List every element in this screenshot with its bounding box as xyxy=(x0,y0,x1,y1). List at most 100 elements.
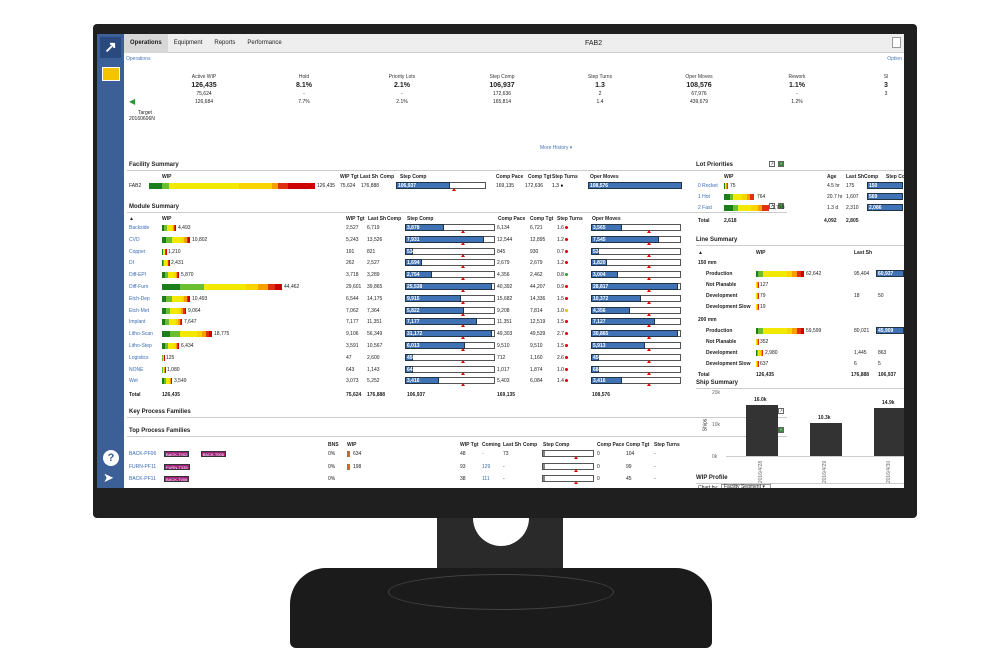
table-row[interactable]: Litho-Step 6,434 3,591 10,567 6,013 9,510 9,51… xyxy=(124,342,784,353)
module-name-link[interactable]: Litho-Scan xyxy=(129,331,153,338)
table-row[interactable]: Backside 4,493 2,527 6,719 3,878 6,134 6,721 1.… xyxy=(124,224,784,235)
chart-by-select[interactable]: Facility Segment ▾ xyxy=(721,484,771,488)
table-row[interactable]: Production 62,642 95,404 60,937 xyxy=(124,270,904,281)
lot-priority-link[interactable]: 0 Rocket xyxy=(698,183,718,189)
top-pf-bns: 0% xyxy=(328,463,336,470)
table-row[interactable]: Diff-EPI 5,870 3,718 3,289 2,754 4,356 2,462 0.… xyxy=(124,271,784,282)
module-name-link[interactable]: Etch-Met xyxy=(129,307,150,314)
help-icon[interactable]: ? xyxy=(103,450,119,466)
lot-priority-link[interactable]: 1 Hot xyxy=(698,194,710,200)
module-name-link[interactable]: Wet xyxy=(129,378,138,385)
tab-performance[interactable]: Performance xyxy=(247,39,282,46)
table-row[interactable]: Development Slow 19 xyxy=(124,304,904,314)
module-name-link[interactable]: Logistics xyxy=(129,354,149,361)
kpi-label: Priority Lots xyxy=(388,74,416,80)
external-link-icon[interactable]: ↗ xyxy=(778,408,784,414)
table-row[interactable]: Development 2,980 1,445 863 xyxy=(124,350,904,360)
table-row[interactable]: Wet 3,549 3,073 5,252 3,416 5,403 6,084 1.4 3,41… xyxy=(124,377,784,388)
table-row[interactable]: Development Slow 637 6 5 xyxy=(124,361,904,371)
line-row-label: Development Slow xyxy=(706,304,751,310)
top-pf-wip-tgt: 38 xyxy=(460,476,466,482)
chart-bar[interactable] xyxy=(874,408,904,456)
breadcrumb[interactable]: Operations xyxy=(126,56,151,62)
wip-segment xyxy=(756,339,757,345)
status-dot xyxy=(564,296,568,300)
table-row[interactable]: DI 2,431 262 2,527 1,694 2,679 2,679 1.2 1,820 xyxy=(124,259,784,270)
lot-last-sh: 2,310 xyxy=(846,205,859,211)
table-row[interactable]: BACK-PF11 BACK-T006 0% 38 111 - 0 45 - xyxy=(124,475,784,487)
module-name-link[interactable]: Diff-EPI xyxy=(129,272,147,279)
table-row[interactable]: Production 59,599 80,021 45,909 xyxy=(124,327,904,338)
table-row[interactable]: 1 Hot 764 20.7 hr 1,607 569 xyxy=(124,193,904,204)
send-icon[interactable]: ➤ xyxy=(103,470,114,485)
module-name-link[interactable]: Backside xyxy=(129,225,150,231)
external-link-icon[interactable]: ↗ xyxy=(769,203,775,209)
dashboard-grid-icon[interactable] xyxy=(102,67,120,81)
table-row[interactable]: BACK-PF06 BACK-T002 BACK-T006 0% 634 48 - 73 0 10… xyxy=(124,450,784,462)
wip-segment xyxy=(163,366,165,373)
process-family-link[interactable]: FURN-PF11 xyxy=(129,463,157,470)
module-name-link[interactable]: Litho-Step xyxy=(129,343,152,349)
tab-equipment[interactable]: Equipment xyxy=(173,39,203,46)
wip-stacked-bar xyxy=(149,183,315,189)
table-row[interactable]: FURN-PF11 FURN-T335 0% 198 93 129 - 0 99 - xyxy=(124,462,784,475)
module-name-link[interactable]: Etch-Dep xyxy=(129,295,150,302)
zoom-icon[interactable]: + xyxy=(778,161,784,167)
module-name-link[interactable]: Diff-Furn xyxy=(129,284,149,290)
tool-tag[interactable]: BACK-T006 xyxy=(164,476,190,482)
line-step-comp: 60,937 xyxy=(876,270,904,277)
window-menu-icon[interactable] xyxy=(892,37,901,48)
target-marker xyxy=(647,241,651,245)
wip-stacked-bar xyxy=(162,307,186,314)
table-row[interactable]: 0 Rocket 75 4.5 hr 175 150 xyxy=(124,182,904,193)
module-name-link[interactable]: CVD xyxy=(129,236,140,243)
module-last-sh: 10,567 xyxy=(367,343,383,349)
table-row[interactable]: Etch-Met 9,064 7,062 7,364 5,822 9,208 7,814 1.… xyxy=(124,306,784,318)
module-name-link[interactable]: NONE xyxy=(129,366,144,373)
module-name-link[interactable]: DI xyxy=(129,260,134,267)
process-family-link[interactable]: BACK-PF06 xyxy=(129,451,157,457)
tool-tag[interactable]: BACK-T002 xyxy=(164,451,190,457)
table-row[interactable]: Litho-Scan 18,775 9,106 56,349 31,172 49,303 4… xyxy=(124,330,784,341)
back-arrow-icon[interactable]: ◀ xyxy=(129,97,136,106)
tool-tag[interactable]: FURN-T335 xyxy=(164,463,190,470)
table-row[interactable]: Implant 7,647 7,177 11,351 7,177 11,351 12,519… xyxy=(124,318,784,329)
status-dot xyxy=(564,237,568,241)
zoom-icon[interactable]: + xyxy=(778,203,784,209)
module-last-sh: 6,719 xyxy=(367,225,380,231)
options-link[interactable]: Option xyxy=(887,56,902,62)
process-family-link[interactable]: BACK-PF11 xyxy=(129,476,156,482)
table-row[interactable]: Copper 1,210 191 821 534 845 930 0.7 534 xyxy=(124,247,784,259)
module-oper-moves: 688 xyxy=(591,365,602,373)
wip-segment xyxy=(176,343,178,349)
top-pf-coming[interactable]: 129 xyxy=(482,463,491,470)
chart-bar[interactable] xyxy=(810,423,842,456)
table-row[interactable]: CVD 10,802 5,243 13,526 7,931 12,544 12,895 1.2… xyxy=(124,235,784,247)
wip-segment xyxy=(724,183,726,189)
lot-priority-link[interactable]: 2 Fast xyxy=(698,205,712,211)
table-row[interactable]: Etch-Dep 10,493 6,544 14,175 9,915 15,682 14,3… xyxy=(124,294,784,306)
module-name-link[interactable]: Implant xyxy=(129,319,146,326)
top-pf-coming[interactable]: - xyxy=(482,451,484,457)
table-row[interactable]: Logistics 125 47 2,600 450 712 1,160 2.6 450 xyxy=(124,353,784,365)
module-name-link[interactable]: Copper xyxy=(129,248,146,255)
app-logo-icon[interactable]: ↗ xyxy=(100,37,121,58)
table-row[interactable]: 2 Fast 1,779 1.3 d 2,310 2,086 xyxy=(124,204,904,215)
table-row[interactable]: Not Planable 352 xyxy=(124,339,904,349)
wip-segment xyxy=(162,295,167,302)
tab-reports[interactable]: Reports xyxy=(214,39,236,46)
zoom-icon[interactable]: + xyxy=(778,427,784,433)
table-row[interactable]: Development 79 18 50 xyxy=(124,293,904,303)
table-row[interactable]: Not Planable 127 xyxy=(124,282,904,292)
external-link-icon[interactable]: ↗ xyxy=(769,161,775,167)
chart-bar[interactable] xyxy=(746,404,778,456)
wip-segment xyxy=(171,295,182,302)
top-pf-coming[interactable]: 111 xyxy=(482,476,490,482)
table-row[interactable]: Diff-Furn 44,462 29,601 39,865 25,538 40,392 4… xyxy=(124,283,784,294)
module-comp-pace: 712 xyxy=(497,354,506,361)
wip-segment xyxy=(246,284,258,290)
more-history-link[interactable]: More History ▾ xyxy=(540,145,573,151)
table-row[interactable]: NONE 1,080 643 1,143 643 1,017 1,874 1.0 688 xyxy=(124,365,784,377)
tab-operations[interactable]: Operations xyxy=(124,34,168,53)
tool-tag[interactable]: BACK-T006 xyxy=(200,451,226,457)
